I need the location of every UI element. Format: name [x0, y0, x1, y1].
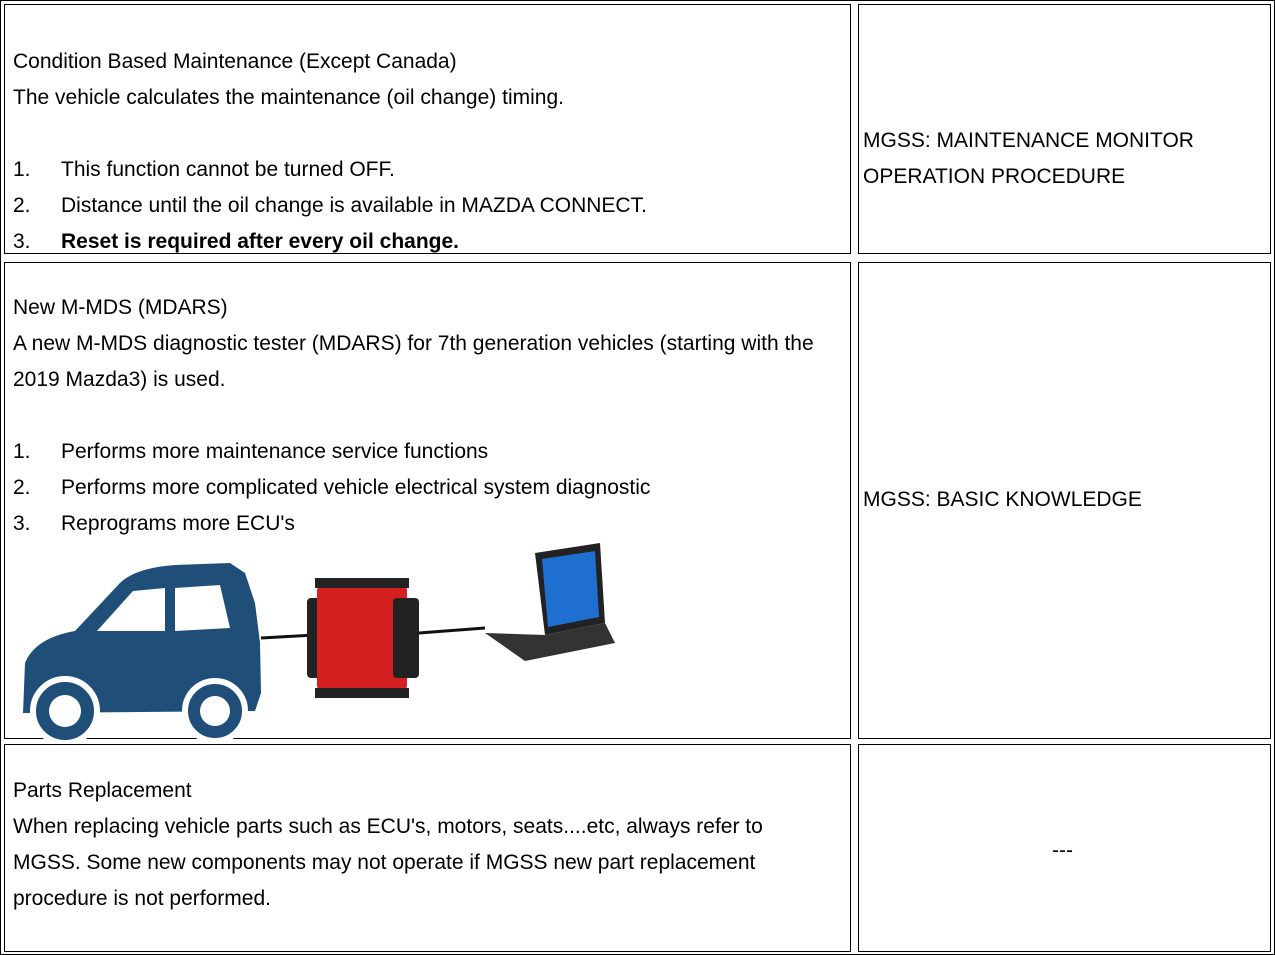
cell: MGSS: MAINTENANCE MONITOR OPERATION PROC…	[858, 4, 1271, 254]
item-number: 2.	[13, 476, 31, 499]
row-description: When replacing vehicle parts such as ECU…	[13, 815, 763, 910]
cell: ---	[858, 744, 1271, 952]
item-number: 1.	[13, 440, 31, 463]
item-text: Reset is required after every oil change…	[61, 230, 459, 253]
row-title: Condition Based Maintenance (Except Cana…	[13, 50, 457, 73]
item-number: 1.	[13, 158, 31, 181]
cell: New M-MDS (MDARS) A new M-MDS diagnostic…	[4, 262, 851, 743]
reference: MGSS: BASIC KNOWLEDGE	[863, 488, 1142, 511]
reference: ---	[1052, 839, 1073, 862]
row-title: New M-MDS (MDARS)	[13, 296, 228, 319]
cell: Parts Replacement When replacing vehicle…	[4, 744, 851, 952]
cell: Condition Based Maintenance (Except Cana…	[4, 4, 851, 254]
item-number: 3.	[13, 512, 31, 535]
item-text: Performs more maintenance service functi…	[61, 440, 489, 463]
item-number: 3.	[13, 230, 31, 253]
item-number: 2.	[13, 194, 31, 217]
row-title: Parts Replacement	[13, 779, 192, 802]
row-description: A new M-MDS diagnostic tester (MDARS) fo…	[13, 332, 814, 391]
item-text: Reprograms more ECU's	[61, 512, 295, 535]
item-text: Performs more complicated vehicle electr…	[61, 476, 651, 499]
reference: MGSS: MAINTENANCE MONITOR OPERATION PROC…	[863, 129, 1194, 188]
illustration	[23, 543, 615, 743]
row-description: The vehicle calculates the maintenance (…	[13, 86, 564, 109]
cell: MGSS: BASIC KNOWLEDGE	[858, 262, 1271, 739]
item-text: This function cannot be turned OFF.	[61, 158, 395, 181]
item-text: Distance until the oil change is availab…	[61, 194, 647, 217]
